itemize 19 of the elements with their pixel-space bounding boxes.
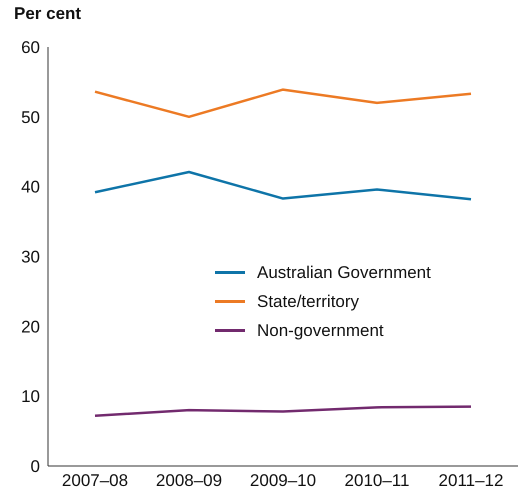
y-tick-label: 0 <box>30 457 40 476</box>
x-tick-label: 2010–11 <box>344 471 410 490</box>
x-tick-label: 2011–12 <box>438 471 504 490</box>
x-tick-label: 2009–10 <box>250 471 316 490</box>
line-series <box>94 405 472 417</box>
y-tick-label: 30 <box>21 248 40 267</box>
legend-label: State/territory <box>257 292 360 312</box>
line-series <box>94 170 472 200</box>
y-tick-label: 60 <box>21 38 40 58</box>
legend-label: Non-government <box>257 320 384 340</box>
y-tick-label: 20 <box>21 317 40 336</box>
y-tick-label: 10 <box>21 387 40 406</box>
x-tick-label: 2008–09 <box>156 471 222 490</box>
y-tick-label: 50 <box>21 108 40 127</box>
y-axis-title: Per cent <box>14 4 82 24</box>
line-series <box>94 88 472 118</box>
x-tick-label: 2007–08 <box>62 471 128 490</box>
legend-label: Australian Government <box>257 262 431 282</box>
y-tick-label: 40 <box>21 178 40 197</box>
